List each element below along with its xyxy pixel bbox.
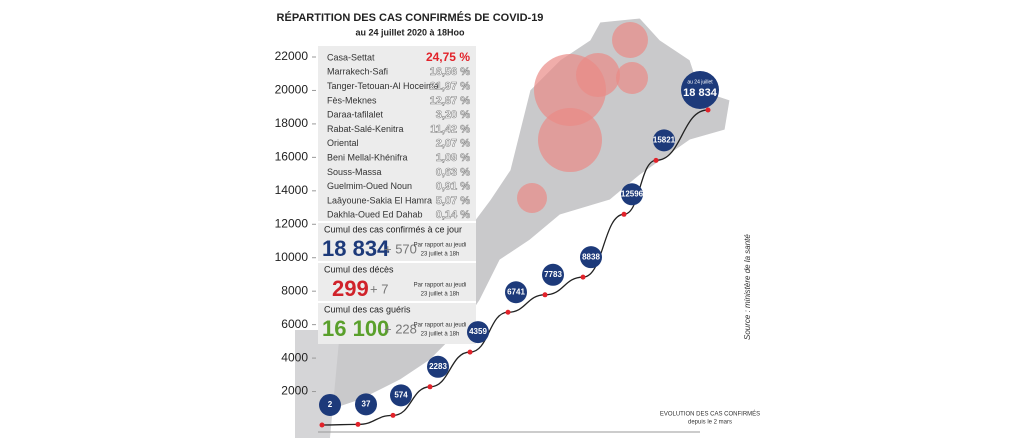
bubble [580,246,602,269]
region-share: 21,97 % [430,81,471,93]
region-bubble [576,53,620,97]
bubble [621,183,643,206]
y-tick-label: 8000 [281,283,308,297]
region-share: 3,20 % [436,109,470,121]
region-name: Fès-Meknes [327,95,377,105]
stat-note: Par rapport au jeudi [414,283,467,289]
bubble [355,393,377,416]
region-share: 11,42 % [430,123,470,135]
bubble [653,129,675,152]
value-label: 15821 [653,135,676,144]
stat-label: Cumul des cas confirmés à ce jour [324,224,462,234]
stat-change: + 570 [384,241,417,256]
panel [318,46,476,344]
point [319,422,325,428]
region-name: Laâyoune-Sakia El Hamra [327,195,432,205]
bubble [505,281,527,304]
stat-note: Par rapport au jeudi [414,243,467,249]
line [321,109,709,426]
bubble [319,393,341,416]
value-label: 37 [362,399,371,408]
y-tick-label: 16000 [275,150,309,164]
stat-note: 23 juillet à 18h [421,292,460,298]
region-share: 24,75 % [426,50,470,64]
value-label: 12596 [621,189,644,198]
region-share: 12,87 % [430,95,471,107]
point [542,292,548,298]
value-label: 18 834 [683,87,718,99]
y-tick-label: 2000 [281,384,308,398]
annotation: depuis le 2 mars [688,420,732,426]
region-share: 2,07 % [436,138,470,150]
value-label: 6741 [507,287,525,296]
bubble [681,70,719,109]
point [621,211,627,217]
point [467,349,473,355]
point [390,412,396,418]
point [505,309,511,315]
point [427,384,433,390]
stat-note: 23 juillet à 18h [421,332,460,338]
region-name: Souss-Massa [327,167,382,177]
region-bubble [517,183,547,213]
region-bubble [538,108,602,172]
region-name: Beni Mellal-Khénifra [327,152,408,162]
region-name: Dakhla-Oued Ed Dahab [327,210,423,220]
region-share: 1,09 % [436,152,470,164]
region-share: 0,63 % [436,166,470,178]
stat-total: 299 [332,276,369,301]
stat-label: Cumul des décès [324,264,394,274]
region-name: Guelmim-Oued Noun [327,181,412,191]
point [580,274,586,280]
bubble [467,321,489,344]
value-label: 7783 [544,270,562,279]
last-label: au 24 juillet [687,79,713,85]
y-tick-label: 4000 [281,350,308,364]
region-bubble [612,22,648,58]
stat-note: Par rapport au jeudi [414,323,467,329]
y-tick-label: 10000 [275,250,309,264]
stat-change: + 228 [384,321,417,336]
subtitle: au 24 juillet 2020 à 18Hoo [355,27,465,37]
bubble [542,263,564,286]
region-name: Oriental [327,138,359,148]
region-share: 5,07 % [436,195,470,207]
value-label: 8838 [582,252,600,261]
y-tick-label: 22000 [275,49,309,63]
point [705,107,711,113]
source: Source : ministère de la santé [743,234,752,340]
stat-label: Cumul des cas guéris [324,304,411,314]
annotation: EVOLUTION DES CAS CONFIRMÉS [660,411,760,418]
stat-note: 23 juillet à 18h [421,252,460,258]
value-label: 574 [394,391,408,400]
region-share: 0,14 % [436,209,470,221]
point [355,421,361,427]
value-label: 2283 [429,362,447,371]
bubble [390,384,412,407]
title: RÉPARTITION DES CAS CONFIRMÉS DE COVID-1… [277,11,544,24]
point [653,157,659,163]
stat-change: + 7 [370,281,388,296]
bubble [427,355,449,378]
value-label: 2 [328,400,333,409]
region-share: 0,91 % [436,181,470,193]
region-bubble [616,62,648,94]
region-name: Casa-Settat [327,52,375,62]
y-tick-label: 14000 [275,183,309,197]
y-tick-label: 12000 [275,216,309,230]
y-tick-label: 6000 [281,317,308,331]
value-label: 4359 [469,327,487,336]
region-name: Tanger-Tetouan-Al Hoceima [327,81,439,91]
region-name: Marrakech-Safi [327,67,388,77]
region-name: Daraa-tafilalet [327,110,384,120]
y-tick-label: 18000 [275,116,309,130]
stat-total: 16 100 [322,316,389,341]
region-name: Rabat-Salé-Kenitra [327,124,404,134]
y-tick-label: 20000 [275,83,309,97]
region-share: 16,56 % [430,66,471,78]
stat-total: 18 834 [322,236,390,261]
